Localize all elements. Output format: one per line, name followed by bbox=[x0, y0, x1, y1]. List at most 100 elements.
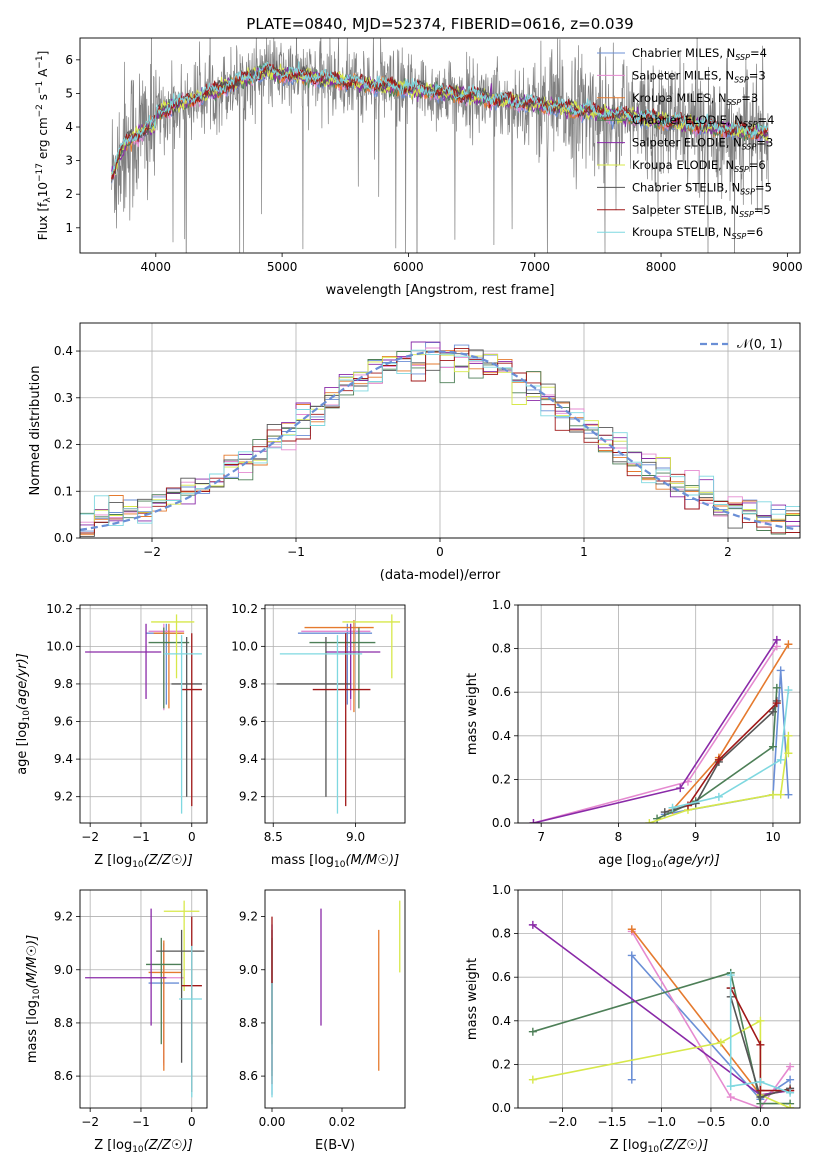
y-tick-label: 1.0 bbox=[492, 598, 511, 612]
weight-marker bbox=[627, 925, 636, 934]
legend-label: 𝒩(0, 1) bbox=[737, 336, 783, 351]
panel-spectrum: 4000 5000 6000 7000 8000 9000 1 2 3 4 5 6 wavelength… bbox=[35, 37, 803, 298]
residual-histogram bbox=[80, 349, 800, 535]
weight-marker bbox=[784, 640, 793, 649]
x-axis-label: wavelength [Angstrom, rest frame] bbox=[326, 283, 555, 298]
weight-marker bbox=[528, 1075, 537, 1084]
data-point bbox=[148, 940, 182, 1071]
legend-label: Chabrier STELIB, NSSP=5 bbox=[632, 180, 772, 196]
legend-label: Chabrier ELODIE, NSSP=4 bbox=[632, 113, 774, 129]
axes-frame bbox=[517, 604, 801, 824]
x-axis-label: Z [log10(Z/Z☉)] bbox=[94, 1138, 192, 1155]
y-tick-label: 0.6 bbox=[492, 685, 511, 699]
y-axis-label: Normed distribution bbox=[28, 366, 43, 496]
x-axis-label: Z [log10(Z/Z☉)] bbox=[94, 853, 192, 870]
data-point bbox=[146, 937, 182, 1045]
y-tick-label: 9.4 bbox=[54, 752, 73, 766]
y-axis-label: mass weight bbox=[465, 958, 480, 1040]
weight-marker bbox=[726, 1082, 735, 1091]
y-tick-label: 0.4 bbox=[54, 344, 73, 358]
x-tick-label: −0.5 bbox=[696, 1115, 725, 1129]
legend-entry: Chabrier MILES, NSSP=4 bbox=[597, 46, 767, 62]
y-tick-label: 8.8 bbox=[54, 1016, 73, 1030]
legend-label: Chabrier MILES, NSSP=4 bbox=[632, 46, 767, 62]
data-point bbox=[163, 900, 200, 992]
y-tick-label: 9.6 bbox=[239, 715, 258, 729]
x-axis-label: E(B-V) bbox=[315, 1138, 355, 1153]
x-tick-label: −1.5 bbox=[597, 1115, 626, 1129]
x-axis-label: Z [log10(Z/Z☉)] bbox=[610, 1138, 708, 1155]
data-point bbox=[325, 623, 381, 699]
y-tick-label: 2 bbox=[65, 187, 73, 201]
panel-weight_vs_Z: −2.0 −1.5 −1.0 −0.5 0.0 0.0 0.2 0.4 0.6 0.8 1.0 Z [… bbox=[465, 883, 801, 1155]
weight-marker bbox=[756, 1077, 765, 1086]
weight-marker bbox=[776, 755, 785, 764]
weight-series-line bbox=[630, 953, 791, 1101]
y-tick-label: 10.2 bbox=[46, 602, 73, 616]
panel-weight_vs_age: 7 8 9 10 0.0 0.2 0.4 0.6 0.8 1.0 age [log10(age/yr… bbox=[465, 598, 801, 870]
x-tick-label: 0.02 bbox=[329, 1115, 356, 1129]
data-point bbox=[156, 929, 205, 1063]
y-tick-label: 8.8 bbox=[239, 1016, 258, 1030]
model-spectrum-line bbox=[111, 61, 769, 181]
axes-frame bbox=[264, 889, 406, 1109]
weight-marker bbox=[714, 755, 723, 764]
weight-marker bbox=[776, 790, 785, 799]
weight-series-line bbox=[729, 975, 791, 1094]
x-tick-label: 8000 bbox=[646, 260, 677, 274]
y-tick-label: 0.3 bbox=[54, 391, 73, 405]
weight-marker bbox=[756, 1016, 765, 1025]
data-point bbox=[153, 623, 185, 709]
data-point bbox=[85, 908, 167, 1026]
legend-entry: Chabrier STELIB, NSSP=5 bbox=[597, 180, 772, 196]
weight-marker bbox=[529, 819, 538, 823]
x-tick-label: −2 bbox=[143, 545, 161, 559]
y-axis-label: mass [log10(M/M☉)] bbox=[25, 935, 42, 1063]
plot-area bbox=[111, 38, 769, 253]
weight-marker bbox=[683, 801, 692, 810]
weight-marker bbox=[772, 699, 781, 708]
weight-marker bbox=[786, 1104, 795, 1108]
data-point bbox=[148, 945, 185, 1066]
legend-entry: 𝒩(0, 1) bbox=[700, 336, 783, 351]
y-tick-label: 9.2 bbox=[239, 910, 258, 924]
y-tick-label: 5 bbox=[65, 86, 73, 100]
data-point bbox=[181, 633, 202, 807]
weight-marker bbox=[726, 1093, 735, 1102]
data-point bbox=[309, 627, 376, 709]
data-point bbox=[179, 945, 202, 1098]
x-tick-label: 1 bbox=[580, 545, 588, 559]
plot-area bbox=[271, 900, 401, 1098]
plot-area bbox=[85, 900, 205, 1098]
x-tick-label: 0 bbox=[436, 545, 444, 559]
weight-marker bbox=[714, 792, 723, 801]
y-tick-label: 0.8 bbox=[492, 927, 511, 941]
legend-entry: Kroupa STELIB, NSSP=6 bbox=[597, 225, 763, 241]
weight-marker bbox=[756, 1086, 765, 1095]
legend-entry: Chabrier ELODIE, NSSP=4 bbox=[597, 113, 774, 129]
y-tick-label: 0.1 bbox=[54, 484, 73, 498]
weight-marker bbox=[784, 749, 793, 758]
data-point bbox=[148, 627, 190, 709]
weight-marker bbox=[776, 666, 785, 675]
data-point bbox=[276, 636, 351, 797]
x-tick-label: −2 bbox=[81, 830, 99, 844]
plot-area bbox=[85, 614, 202, 814]
panel-residuals: −2 −1 0 1 2 0.0 0.1 0.2 0.3 0.4 (data-model)/error… bbox=[28, 322, 801, 583]
weight-marker bbox=[528, 1027, 537, 1036]
weight-series-line bbox=[533, 645, 778, 823]
y-tick-label: 4 bbox=[65, 120, 73, 134]
x-tick-label: 4000 bbox=[141, 260, 172, 274]
x-tick-label: 0.0 bbox=[751, 1115, 770, 1129]
weight-series-line bbox=[672, 689, 790, 809]
x-tick-label: 9000 bbox=[772, 260, 803, 274]
y-tick-label: 3 bbox=[65, 154, 73, 168]
axes-frame bbox=[79, 322, 801, 539]
x-axis-label: (data-model)/error bbox=[380, 568, 501, 583]
y-tick-label: 0.0 bbox=[54, 531, 73, 545]
x-tick-label: 0.00 bbox=[259, 1115, 286, 1129]
y-tick-label: 9.6 bbox=[54, 715, 73, 729]
panel-mass_vs_Z: −2 −1 0 8.6 8.8 9.0 9.2 Z [log10(Z/Z☉)] mass [lo… bbox=[25, 889, 208, 1155]
x-tick-label: 9.0 bbox=[346, 830, 365, 844]
model-spectrum-line bbox=[111, 63, 769, 180]
